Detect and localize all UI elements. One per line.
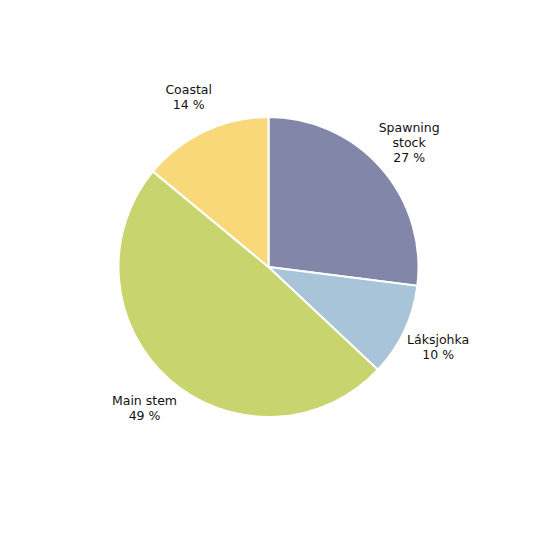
pie xyxy=(118,117,418,417)
slice-label-line: 10 % xyxy=(422,347,454,362)
slice-label: Spawningstock27 % xyxy=(379,120,440,165)
slice-label-line: 49 % xyxy=(129,408,161,423)
slice-label: Láksjohka10 % xyxy=(407,332,469,362)
slice-label-line: 27 % xyxy=(393,150,425,165)
slice-label-line: Spawning xyxy=(379,120,440,135)
slice-label-line: 14 % xyxy=(173,97,205,112)
labels: Spawningstock27 % Láksjohka10 % Main stem4… xyxy=(112,82,469,422)
slice-label-line: stock xyxy=(393,135,427,150)
slice-label: Main stem49 % xyxy=(112,393,177,423)
slice xyxy=(153,117,269,267)
chart: Spawningstock27 % Láksjohka10 % Main stem4… xyxy=(0,0,537,534)
slice-label: Coastal14 % xyxy=(165,82,212,112)
slice-label-line: Main stem xyxy=(112,393,177,408)
slice-label-line: Láksjohka xyxy=(407,332,469,347)
slice-label-line: Coastal xyxy=(165,82,212,97)
